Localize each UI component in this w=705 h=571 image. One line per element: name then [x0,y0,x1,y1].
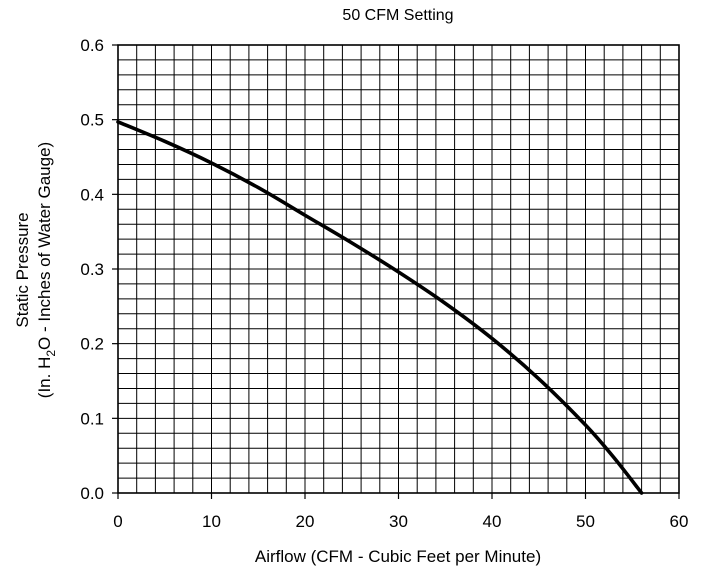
x-tick-label: 60 [670,512,689,531]
x-tick-label: 30 [389,512,408,531]
y-tick-label: 0.2 [80,335,104,354]
x-tick-label: 10 [202,512,221,531]
series-line [116,120,644,495]
x-tick-label: 40 [483,512,502,531]
y-tick-label: 0.6 [80,36,104,55]
grid [118,45,679,493]
x-axis-label: Airflow (CFM - Cubic Feet per Minute) [255,547,541,566]
y-tick-label: 0.0 [80,484,104,503]
x-tick-label: 20 [296,512,315,531]
y-tick-label: 0.4 [80,185,104,204]
series [116,120,644,495]
y-axis-label-line2: (In. H2O - Inches of Water Gauge) [35,142,58,398]
y-tick-label: 0.5 [80,111,104,130]
x-tick-label: 0 [113,512,122,531]
y-axis-label: Static Pressure (In. H2O - Inches of Wat… [13,142,58,398]
y-axis-label-line1: Static Pressure [13,212,32,327]
y-axis-label-subscript: 2 [44,350,58,357]
y-tick-label: 0.3 [80,260,104,279]
ticks: 0 10 20 30 40 50 60 0.0 0.1 0.2 0.3 0.4 0.5 0.6 [80,36,688,531]
y-tick-label: 0.1 [80,409,104,428]
y-axis-label-prefix: (In. H [35,357,54,399]
chart-title: 50 CFM Setting [342,7,453,24]
y-axis-label-suffix: O - Inches of Water Gauge) [35,142,54,350]
x-tick-label: 50 [576,512,595,531]
